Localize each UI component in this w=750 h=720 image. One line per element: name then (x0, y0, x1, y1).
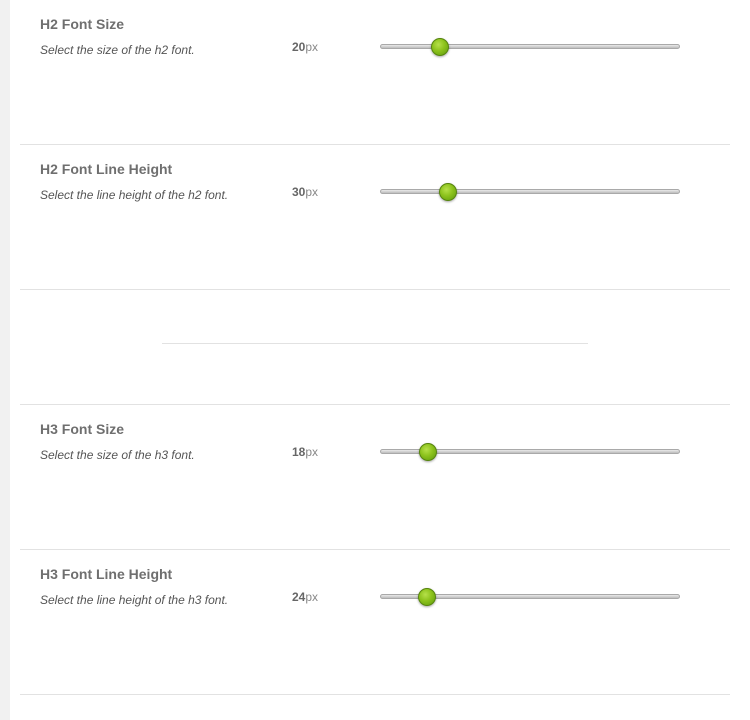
setting-description: Select the size of the h3 font. (40, 448, 195, 462)
setting-value-number: 18 (292, 445, 306, 459)
setting-title: H2 Font Line Height (40, 161, 173, 177)
slider-handle[interactable] (438, 183, 457, 201)
h2-line-height-slider[interactable] (380, 177, 680, 207)
setting-value-number: 24 (292, 590, 306, 604)
setting-row-h3-line-height: H3 Font Line Height Select the line heig… (20, 550, 730, 695)
settings-panel: H2 Font Size Select the size of the h2 f… (10, 0, 750, 720)
setting-title: H3 Font Size (40, 421, 125, 437)
slider-handle[interactable] (431, 38, 449, 56)
slider-handle[interactable] (417, 588, 436, 606)
h2-font-size-slider[interactable] (380, 32, 680, 62)
setting-title: H3 Font Line Height (40, 566, 173, 582)
h3-line-height-slider[interactable] (380, 582, 680, 612)
divider-line (162, 343, 588, 344)
h3-font-size-slider[interactable] (380, 437, 680, 467)
setting-value: 30px (292, 185, 318, 199)
setting-value: 24px (292, 590, 318, 604)
setting-description: Select the size of the h2 font. (40, 43, 195, 57)
setting-value-unit: px (305, 185, 319, 199)
setting-value-unit: px (305, 445, 319, 459)
slider-track[interactable] (380, 449, 680, 454)
setting-value-unit: px (305, 40, 319, 54)
setting-value: 20px (292, 40, 318, 54)
setting-value-number: 20 (292, 40, 306, 54)
setting-title: H2 Font Size (40, 16, 125, 32)
slider-track[interactable] (380, 594, 680, 599)
setting-value: 18px (292, 445, 318, 459)
setting-row-h3-font-size: H3 Font Size Select the size of the h3 f… (20, 405, 730, 550)
section-divider (20, 290, 730, 405)
slider-handle[interactable] (419, 443, 437, 461)
setting-description: Select the line height of the h3 font. (40, 593, 229, 607)
setting-value-unit: px (305, 590, 319, 604)
setting-row-h2-line-height: H2 Font Line Height Select the line heig… (20, 145, 730, 290)
setting-row-h2-font-size: H2 Font Size Select the size of the h2 f… (20, 0, 730, 145)
slider-track[interactable] (380, 44, 680, 49)
setting-description: Select the line height of the h2 font. (40, 188, 229, 202)
slider-track[interactable] (380, 189, 680, 194)
setting-value-number: 30 (292, 185, 306, 199)
